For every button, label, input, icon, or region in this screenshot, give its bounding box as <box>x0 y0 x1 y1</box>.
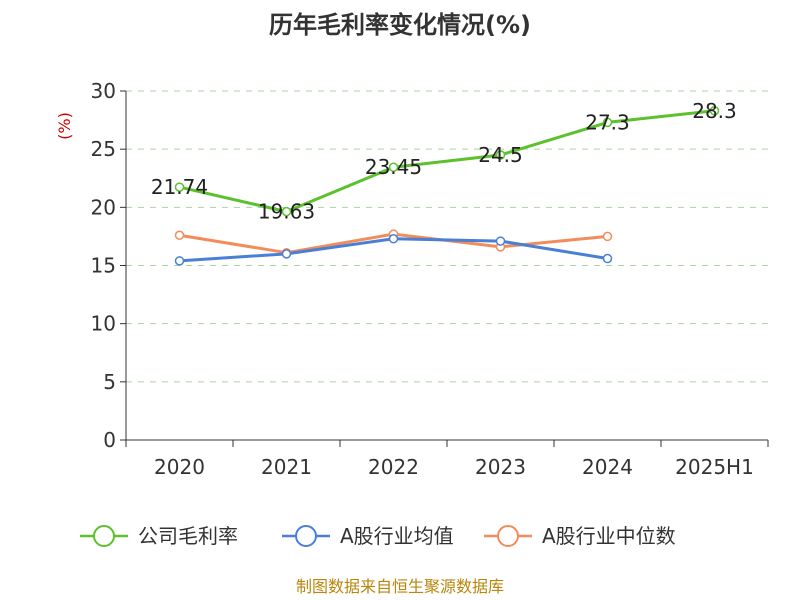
y-tick-label: 20 <box>91 195 116 219</box>
chart-title: 历年毛利率变化情况(%) <box>269 11 531 39</box>
legend-item[interactable]: 公司毛利率 <box>80 524 238 548</box>
legend-item[interactable]: A股行业中位数 <box>484 524 676 548</box>
x-tick-label: 2020 <box>154 455 205 479</box>
data-label: 24.5 <box>478 143 523 167</box>
data-label: 23.45 <box>365 155 422 179</box>
series-point <box>495 236 506 246</box>
x-tick-label: 2022 <box>368 455 419 479</box>
y-tick-label: 5 <box>103 370 116 394</box>
series-point <box>174 230 185 241</box>
series-point <box>281 249 292 259</box>
x-tick-label: 2021 <box>261 455 312 479</box>
legend-swatch-marker <box>497 525 519 547</box>
grid-lines <box>126 90 768 383</box>
series-line <box>179 109 715 214</box>
axes: 0 5 10 15 20 25 30 2020 2021 2022 2023 2024 2025H1 <box>91 79 769 479</box>
legend[interactable]: 公司毛利率 A股行业均值 A股行业中位数 <box>80 524 676 548</box>
y-tick-label: 15 <box>91 254 116 278</box>
data-label: 28.3 <box>692 99 737 123</box>
series-point <box>174 182 185 192</box>
y-tick-label: 30 <box>91 79 116 103</box>
series-point <box>281 206 292 217</box>
legend-swatch-marker <box>93 525 115 547</box>
x-tick-label: 2025H1 <box>675 455 754 479</box>
legend-label: A股行业中位数 <box>542 524 676 548</box>
series-group <box>174 106 720 266</box>
y-tick-label: 10 <box>91 312 116 336</box>
y-tick-label: 25 <box>91 137 116 161</box>
series-point <box>602 117 613 128</box>
x-tick-label: 2024 <box>582 455 633 479</box>
legend-label: 公司毛利率 <box>138 524 238 548</box>
series-point <box>602 253 613 264</box>
series-point <box>602 231 613 242</box>
data-labels: 21.74 19.63 23.45 24.5 27.3 28.3 <box>151 99 737 224</box>
source-note: 制图数据来自恒生聚源数据库 <box>296 577 504 596</box>
data-label: 19.63 <box>258 200 315 224</box>
y-tick-label: 0 <box>103 428 116 452</box>
series-point <box>495 150 506 160</box>
series-point <box>388 162 399 172</box>
series-point <box>388 233 399 244</box>
data-label: 21.74 <box>151 175 208 199</box>
x-tick-label: 2023 <box>475 455 526 479</box>
legend-item[interactable]: A股行业均值 <box>282 524 454 548</box>
legend-swatch-marker <box>295 525 317 547</box>
data-label: 27.3 <box>585 110 630 134</box>
series-point <box>709 106 720 116</box>
legend-label: A股行业均值 <box>340 524 454 548</box>
y-axis-unit: (%) <box>55 112 74 140</box>
series-point <box>174 256 185 266</box>
